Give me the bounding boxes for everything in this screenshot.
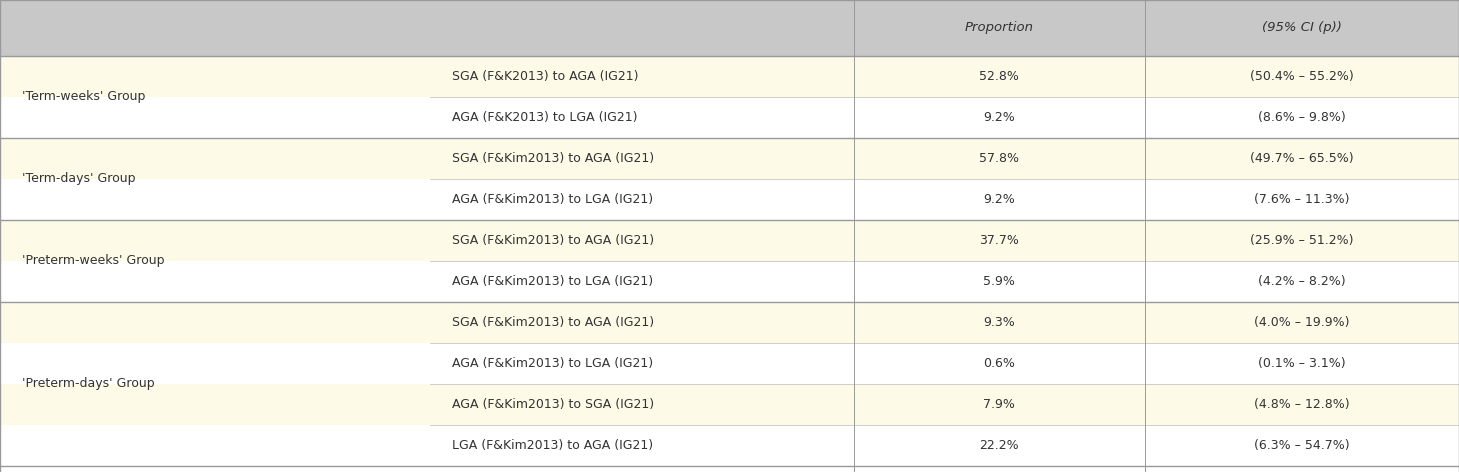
Text: (6.3% – 54.7%): (6.3% – 54.7%) <box>1255 438 1350 452</box>
Text: 0.6%: 0.6% <box>983 357 1015 370</box>
Bar <box>0 384 1459 425</box>
Bar <box>0 97 1459 138</box>
Bar <box>1145 0 1459 56</box>
Bar <box>0 56 1459 97</box>
Text: 37.7%: 37.7% <box>979 234 1020 247</box>
Bar <box>0 343 1459 384</box>
Text: 57.8%: 57.8% <box>979 152 1020 165</box>
Bar <box>0 0 430 56</box>
Text: 7.9%: 7.9% <box>983 398 1015 411</box>
Text: 52.8%: 52.8% <box>979 70 1020 83</box>
Text: Proportion: Proportion <box>964 21 1034 34</box>
Text: AGA (F&Kim2013) to SGA (IG21): AGA (F&Kim2013) to SGA (IG21) <box>452 398 655 411</box>
Bar <box>0 179 1459 219</box>
Text: 9.2%: 9.2% <box>983 193 1015 206</box>
Bar <box>0 261 1459 302</box>
Text: (4.8% – 12.8%): (4.8% – 12.8%) <box>1255 398 1350 411</box>
Bar <box>0 302 1459 343</box>
Bar <box>0 425 1459 466</box>
Text: 'Term-weeks' Group: 'Term-weeks' Group <box>22 90 146 103</box>
Text: AGA (F&K2013) to LGA (IG21): AGA (F&K2013) to LGA (IG21) <box>452 111 638 124</box>
Text: (49.7% – 65.5%): (49.7% – 65.5%) <box>1250 152 1354 165</box>
Text: SGA (F&K2013) to AGA (IG21): SGA (F&K2013) to AGA (IG21) <box>452 70 639 83</box>
Text: AGA (F&Kim2013) to LGA (IG21): AGA (F&Kim2013) to LGA (IG21) <box>452 357 654 370</box>
Text: (0.1% – 3.1%): (0.1% – 3.1%) <box>1258 357 1347 370</box>
Bar <box>0 138 1459 179</box>
Text: 'Preterm-weeks' Group: 'Preterm-weeks' Group <box>22 254 165 267</box>
Text: (95% CI (p)): (95% CI (p)) <box>1262 21 1342 34</box>
Text: 9.3%: 9.3% <box>983 316 1015 329</box>
Text: AGA (F&Kim2013) to LGA (IG21): AGA (F&Kim2013) to LGA (IG21) <box>452 193 654 206</box>
Bar <box>854 0 1145 56</box>
Text: SGA (F&Kim2013) to AGA (IG21): SGA (F&Kim2013) to AGA (IG21) <box>452 316 655 329</box>
Text: 22.2%: 22.2% <box>979 438 1020 452</box>
Text: SGA (F&Kim2013) to AGA (IG21): SGA (F&Kim2013) to AGA (IG21) <box>452 152 655 165</box>
Bar <box>0 219 1459 261</box>
Text: 'Term-days' Group: 'Term-days' Group <box>22 172 136 185</box>
Text: (50.4% – 55.2%): (50.4% – 55.2%) <box>1250 70 1354 83</box>
Text: (7.6% – 11.3%): (7.6% – 11.3%) <box>1255 193 1350 206</box>
Bar <box>430 0 854 56</box>
Text: 9.2%: 9.2% <box>983 111 1015 124</box>
Text: SGA (F&Kim2013) to AGA (IG21): SGA (F&Kim2013) to AGA (IG21) <box>452 234 655 247</box>
Text: LGA (F&Kim2013) to AGA (IG21): LGA (F&Kim2013) to AGA (IG21) <box>452 438 654 452</box>
Text: (25.9% – 51.2%): (25.9% – 51.2%) <box>1250 234 1354 247</box>
Text: (4.0% – 19.9%): (4.0% – 19.9%) <box>1255 316 1350 329</box>
Text: (8.6% – 9.8%): (8.6% – 9.8%) <box>1258 111 1347 124</box>
Text: 'Preterm-days' Group: 'Preterm-days' Group <box>22 377 155 390</box>
Text: 5.9%: 5.9% <box>983 275 1015 288</box>
Text: AGA (F&Kim2013) to LGA (IG21): AGA (F&Kim2013) to LGA (IG21) <box>452 275 654 288</box>
Text: (4.2% – 8.2%): (4.2% – 8.2%) <box>1258 275 1347 288</box>
